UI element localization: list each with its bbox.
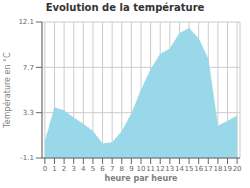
svg-text:3: 3 (71, 165, 75, 173)
svg-text:13: 13 (165, 165, 174, 173)
svg-text:7.7: 7.7 (23, 64, 34, 72)
svg-text:7: 7 (110, 165, 114, 173)
svg-text:15: 15 (185, 165, 194, 173)
svg-text:17: 17 (204, 165, 213, 173)
svg-text:12.1: 12.1 (18, 18, 34, 26)
svg-text:16: 16 (194, 165, 203, 173)
svg-text:6: 6 (100, 165, 105, 173)
svg-text:3.3: 3.3 (23, 109, 34, 117)
svg-text:20: 20 (233, 165, 242, 173)
svg-text:heure par heure: heure par heure (104, 174, 178, 183)
svg-text:10: 10 (137, 165, 146, 173)
svg-text:9: 9 (129, 165, 133, 173)
svg-text:1: 1 (52, 165, 56, 173)
svg-text:11: 11 (146, 165, 155, 173)
svg-text:12: 12 (156, 165, 165, 173)
html-text:Evolution de la température: Evolution de la température (45, 2, 205, 13)
svg-text:-1.1: -1.1 (20, 154, 34, 162)
svg-text:5: 5 (91, 165, 95, 173)
svg-text:19: 19 (223, 165, 232, 173)
svg-text:2: 2 (62, 165, 66, 173)
svg-text:18: 18 (213, 165, 222, 173)
svg-text:0: 0 (43, 165, 47, 173)
svg-text:Température en °C: Température en °C (8, 52, 12, 129)
svg-text:4: 4 (81, 165, 86, 173)
svg-text:8: 8 (120, 165, 124, 173)
svg-text:14: 14 (175, 165, 184, 173)
